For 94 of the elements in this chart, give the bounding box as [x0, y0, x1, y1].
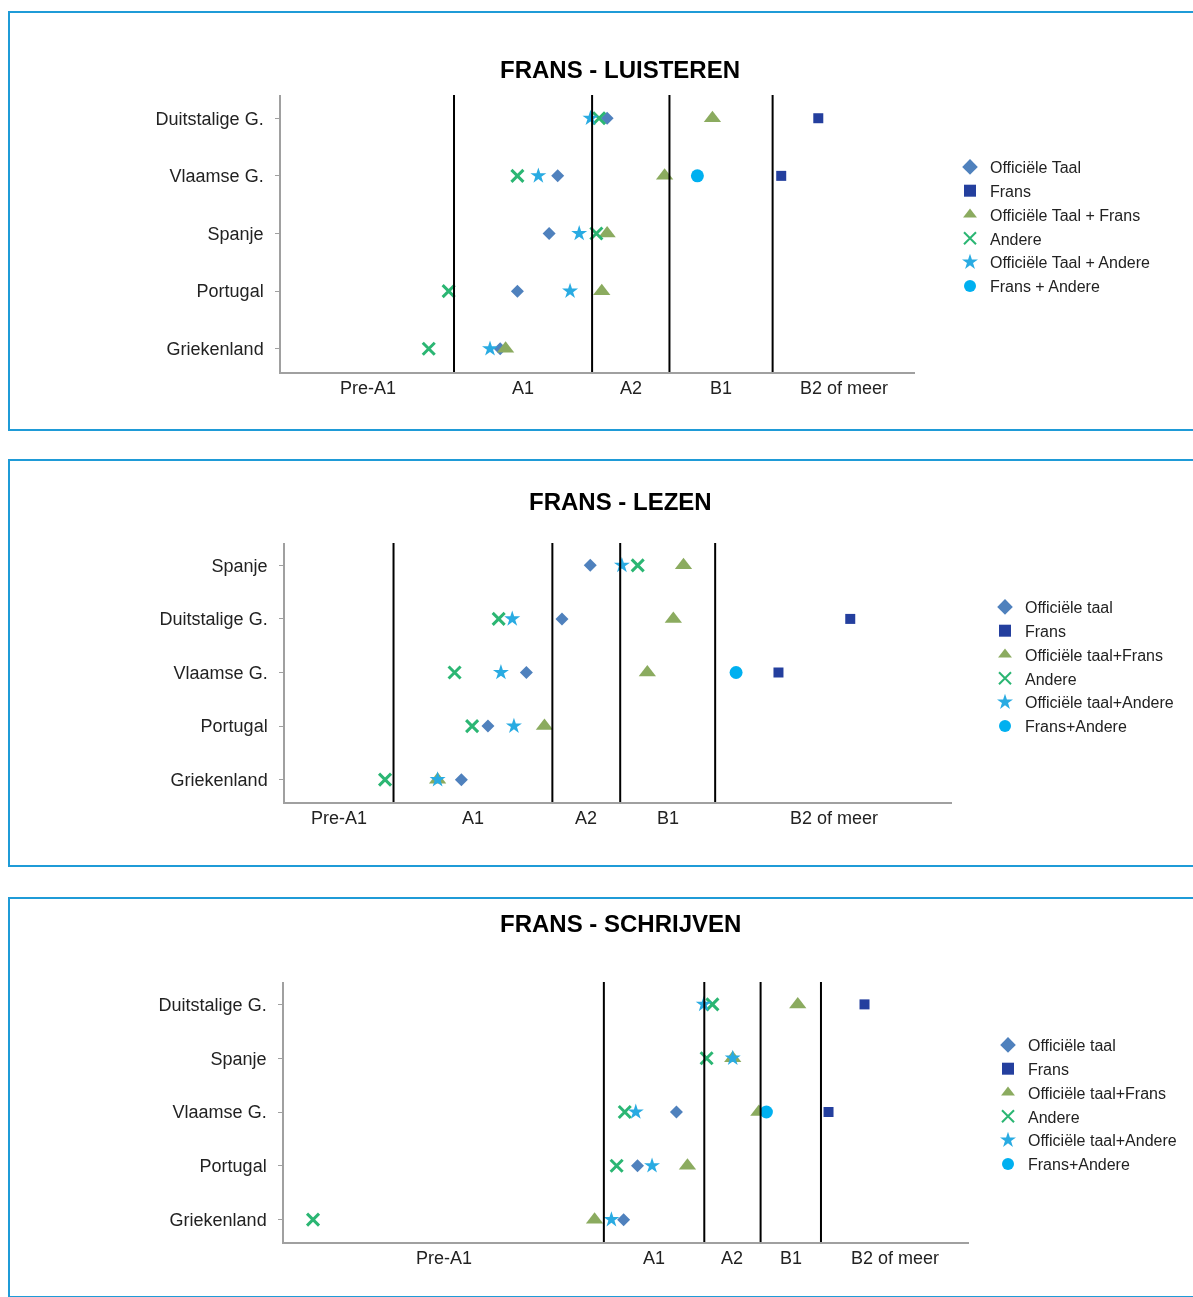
- text: A1: [512, 378, 535, 398]
- point: [491, 611, 507, 627]
- point: [509, 168, 525, 184]
- text: B2 of meer: [790, 808, 879, 828]
- text: B2 of meer: [851, 1248, 940, 1268]
- text: B1: [710, 378, 733, 398]
- legend-label: Officiële taal+Andere: [1025, 694, 1174, 712]
- point: [617, 1104, 633, 1120]
- legend-label: Frans + Andere: [990, 278, 1100, 296]
- legend-label: Officiële Taal + Andere: [990, 254, 1151, 272]
- y-tick-label: Duitstalige G.: [159, 609, 268, 630]
- point: [627, 1103, 644, 1119]
- text: A1: [643, 1248, 666, 1268]
- point: [776, 170, 787, 181]
- point: [454, 773, 468, 787]
- legend-label: Officiële taal: [1025, 599, 1113, 617]
- legend-label: Officiële taal+Frans: [1028, 1084, 1166, 1102]
- point: [583, 558, 597, 572]
- point: [845, 613, 856, 624]
- point: [609, 1158, 625, 1174]
- legend-label: Frans: [990, 182, 1031, 200]
- legend-label: Frans+Andere: [1025, 718, 1127, 736]
- text: A1: [462, 808, 485, 828]
- y-tick-label: Spanje: [207, 223, 264, 244]
- chart-title: FRANS - LUISTEREN: [500, 56, 740, 83]
- text: Pre-A1: [416, 1248, 473, 1268]
- point: [704, 996, 720, 1012]
- chart-title: FRANS - SCHRIJVEN: [500, 910, 742, 937]
- point: [617, 1213, 631, 1227]
- point: [492, 664, 509, 680]
- y-tick-label: Griekenland: [169, 1209, 267, 1230]
- legend-label: Officiële taal+Frans: [1025, 646, 1163, 664]
- y-tick-label: Portugal: [196, 281, 264, 302]
- text: Pre-A1: [340, 378, 397, 398]
- point: [542, 227, 556, 240]
- point: [519, 666, 533, 679]
- point: [823, 1107, 834, 1117]
- text: B1: [780, 1248, 803, 1268]
- y-tick-label: Griekenland: [170, 769, 268, 790]
- point: [555, 612, 569, 626]
- point: [510, 284, 524, 298]
- legend-label: Frans: [1028, 1060, 1069, 1078]
- point: [690, 169, 704, 183]
- point: [789, 996, 807, 1009]
- y-tick-label: Portugal: [200, 716, 268, 737]
- legend-label: Officiële taal+Andere: [1028, 1132, 1177, 1150]
- y-tick-label: Vlaamse G.: [173, 662, 268, 683]
- legend-label: Andere: [1025, 670, 1077, 688]
- point: [631, 1159, 645, 1173]
- text: A2: [575, 808, 598, 828]
- point: [773, 667, 784, 678]
- point: [729, 666, 743, 679]
- point: [669, 1105, 683, 1119]
- y-tick-label: Duitstalige G.: [155, 108, 264, 129]
- point: [447, 665, 463, 680]
- point: [644, 1157, 661, 1173]
- point: [482, 340, 498, 356]
- point: [591, 110, 607, 126]
- legend-label: Officiële Taal: [990, 159, 1082, 177]
- chart-title: FRANS - LEZEN: [529, 488, 712, 515]
- point: [571, 225, 588, 241]
- text: A2: [721, 1248, 744, 1268]
- point: [600, 111, 614, 125]
- point: [505, 717, 522, 733]
- point: [530, 167, 547, 183]
- point: [813, 113, 824, 124]
- y-tick-label: Vlaamse G.: [172, 1102, 267, 1123]
- point: [504, 610, 521, 626]
- point: [481, 719, 495, 733]
- point: [859, 999, 870, 1010]
- y-tick-label: Spanje: [210, 1048, 267, 1069]
- text: Pre-A1: [311, 808, 368, 828]
- point: [551, 169, 565, 183]
- text: A2: [620, 378, 643, 398]
- legend-label: Officiële Taal + Frans: [990, 206, 1141, 224]
- y-tick-label: Vlaamse G.: [169, 166, 264, 187]
- text: B2 of meer: [800, 378, 889, 398]
- y-tick-label: Duitstalige G.: [158, 994, 267, 1015]
- legend-label: Frans+Andere: [1028, 1156, 1130, 1174]
- legend-label: Officiële taal: [1028, 1037, 1116, 1055]
- text: B1: [657, 808, 680, 828]
- point: [630, 557, 646, 573]
- y-tick-label: Spanje: [211, 555, 268, 576]
- point: [305, 1212, 321, 1228]
- legend-label: Andere: [990, 230, 1042, 248]
- point: [421, 341, 437, 357]
- point: [464, 718, 480, 734]
- point: [603, 1211, 620, 1227]
- point: [562, 282, 579, 298]
- point: [377, 772, 393, 788]
- legend-label: Frans: [1025, 622, 1066, 640]
- y-tick-label: Portugal: [199, 1156, 267, 1177]
- legend-label: Andere: [1028, 1108, 1080, 1126]
- y-tick-label: Griekenland: [166, 339, 264, 360]
